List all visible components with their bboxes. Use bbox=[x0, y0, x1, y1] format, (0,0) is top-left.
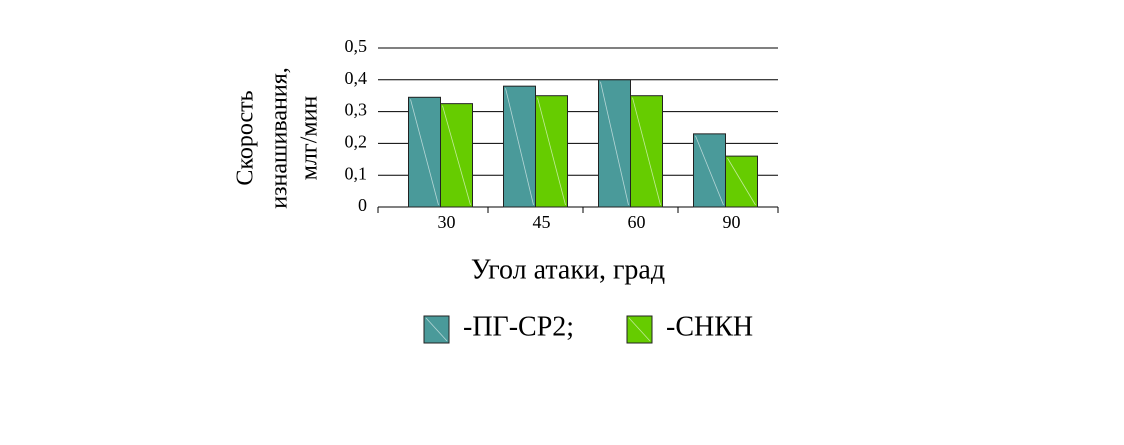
y-label-line: изнашивания, bbox=[267, 67, 293, 209]
legend-label: -СНКН bbox=[666, 311, 753, 342]
bar-hatch bbox=[695, 135, 724, 206]
legend-hatch bbox=[425, 317, 448, 342]
y-tick-label: 0,5 bbox=[345, 36, 368, 56]
y-tick-label: 0,2 bbox=[345, 132, 368, 152]
bar-hatch bbox=[632, 97, 661, 206]
legend-label: -ПГ-СР2; bbox=[463, 311, 574, 342]
y-tick-label: 0 bbox=[358, 195, 367, 215]
bar-hatch bbox=[505, 88, 534, 206]
bar-hatch bbox=[727, 157, 756, 206]
x-tick-label: 30 bbox=[438, 212, 456, 232]
x-tick-label: 60 bbox=[628, 212, 646, 232]
y-tick-label: 0,1 bbox=[345, 163, 368, 183]
y-tick-label: 0,4 bbox=[345, 68, 368, 88]
y-label-line: млг/мин bbox=[297, 96, 323, 181]
y-tick-label: 0,3 bbox=[345, 100, 368, 120]
x-axis-title: Угол атаки, град bbox=[471, 254, 665, 285]
x-tick-label: 45 bbox=[533, 212, 551, 232]
x-tick-label: 90 bbox=[723, 212, 741, 232]
bar-hatch bbox=[600, 81, 629, 206]
bar-hatch bbox=[537, 97, 566, 206]
bar-hatch bbox=[442, 105, 471, 206]
y-label-line: Скорость bbox=[233, 90, 259, 185]
y-axis-title: Скорость изнашивания, млг/мин bbox=[233, 67, 323, 209]
legend-hatch bbox=[628, 317, 651, 342]
bar-hatch bbox=[410, 99, 439, 206]
